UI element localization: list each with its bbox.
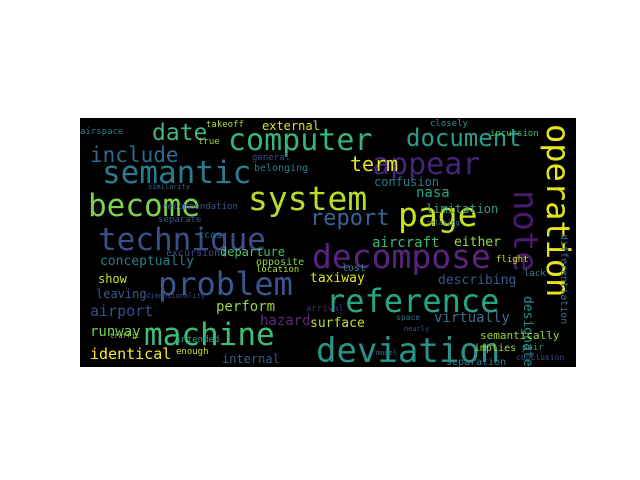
word-lack: lack — [524, 269, 546, 279]
word-appear: appear — [372, 147, 481, 182]
word-report: report — [310, 206, 390, 231]
word-become: become — [88, 188, 200, 224]
word-nasa: nasa — [416, 185, 450, 201]
word-implies: implies — [474, 343, 517, 354]
word-technique: technique — [98, 222, 266, 258]
word-true: true — [198, 137, 220, 147]
word-recommendation: recommendation — [162, 202, 238, 212]
word-belonging: belonging — [254, 163, 309, 174]
word-reference: reference — [326, 282, 500, 320]
word-flight: flight — [496, 255, 529, 265]
word-closely: closely — [430, 119, 468, 129]
word-taxiway: taxiway — [310, 271, 365, 286]
word-confusion: confusion — [374, 175, 440, 189]
word-departure: departure — [220, 245, 286, 259]
word-cloud-image: deviation decompose reference machine proble… — [80, 118, 576, 367]
word-airspace: airspace — [80, 127, 124, 137]
word-document: document — [406, 124, 522, 152]
word-external: external — [262, 119, 320, 133]
word-intended: intended — [176, 335, 220, 345]
word-virtually: virtually — [434, 310, 510, 326]
word-system: system — [248, 179, 368, 218]
word-space: space — [396, 313, 421, 322]
word-limitation: limitation — [426, 202, 499, 216]
word-decompose: decompose — [312, 237, 491, 276]
word-internal: internal — [222, 352, 280, 366]
word-pair: pair — [522, 343, 544, 353]
word-show: show — [98, 272, 127, 286]
word-leaving: leaving — [96, 287, 147, 301]
word-location: location — [256, 265, 300, 275]
word-model: model — [376, 349, 398, 357]
word-relating: relating — [426, 219, 460, 227]
word-traffic: traffic — [110, 332, 140, 340]
word-conclusion: conclusion — [516, 353, 565, 362]
word-lost: lost — [342, 263, 367, 274]
word-either: either — [454, 235, 501, 250]
word-semantically: semantically — [480, 329, 560, 342]
word-surface: surface — [310, 316, 365, 331]
word-machine: machine — [144, 317, 275, 353]
word-deviation: deviation — [316, 331, 501, 367]
word-semantic: semantic — [102, 155, 252, 191]
word-page: page — [398, 195, 478, 234]
word-aircraft: aircraft — [372, 235, 440, 251]
word-arrival: arrival — [306, 304, 344, 314]
word-incursion: incursion — [490, 129, 539, 139]
word-enough: enough — [176, 347, 209, 357]
word-identical: identical — [90, 345, 172, 363]
word-date: date — [152, 120, 208, 146]
word-separate: separate — [158, 215, 202, 225]
word-term: term — [350, 152, 399, 176]
word-takeoff: takeoff — [206, 120, 244, 130]
word-tcas: tcas — [198, 230, 223, 241]
word-describing: describing — [438, 273, 517, 288]
word-runway: runway — [90, 324, 141, 340]
word-conceptually: conceptually — [100, 254, 194, 269]
word-differentiation: differentiation — [558, 234, 569, 325]
word-include: include — [90, 143, 179, 167]
word-opposite: opposite — [256, 257, 305, 268]
word-excursion: excursion — [166, 248, 221, 259]
word-general: general — [252, 153, 290, 163]
word-problem: problem — [158, 265, 293, 303]
word-nearly: nearly — [404, 325, 430, 333]
word-dimensionality: dimensionality — [146, 292, 206, 300]
word-computer: computer — [228, 123, 373, 158]
word-airport: airport — [90, 302, 154, 320]
word-separation: separation — [446, 357, 507, 368]
word-hazard: hazard — [260, 313, 311, 329]
word-perform: perform — [216, 299, 276, 315]
word-similarity: similarity — [148, 183, 191, 191]
